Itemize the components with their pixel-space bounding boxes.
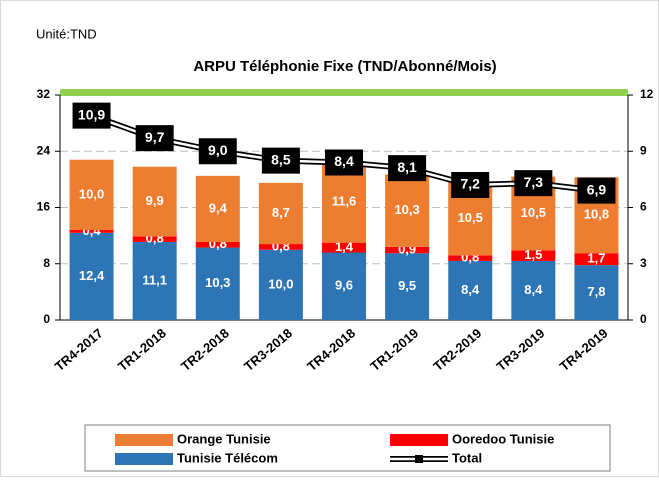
data-label: 8,4 — [524, 282, 543, 297]
y2-tick-label: 12 — [640, 87, 654, 101]
y2-tick-label: 3 — [640, 256, 647, 270]
data-label: 10,5 — [458, 210, 483, 225]
data-label: 9,6 — [335, 278, 353, 293]
bar-segment — [511, 250, 556, 261]
data-label: 1,7 — [587, 251, 605, 266]
legend-label: Tunisie Télécom — [177, 450, 278, 465]
y2-tick-label: 0 — [640, 312, 647, 326]
data-label: 1,4 — [335, 239, 354, 254]
data-label: 9,5 — [398, 278, 416, 293]
legend-swatch — [115, 453, 173, 465]
bar-segment — [385, 246, 430, 254]
data-label-box — [325, 149, 363, 176]
data-label: 9,4 — [209, 200, 228, 215]
data-label-box — [577, 177, 616, 204]
y-tick-label: 16 — [37, 200, 51, 214]
data-label: 11,1 — [142, 272, 167, 287]
data-label: 10,0 — [268, 276, 293, 291]
bar-segment — [385, 253, 430, 320]
data-label: 6,9 — [587, 181, 607, 197]
data-label: 10,0 — [79, 186, 104, 201]
y-tick-label: 0 — [43, 312, 50, 326]
bar-segment — [574, 253, 619, 266]
data-label: 8,4 — [461, 282, 480, 297]
data-label-box — [261, 147, 300, 174]
bar-segment — [132, 241, 177, 320]
data-label: 10,8 — [584, 207, 609, 222]
bar-segment — [69, 230, 114, 233]
data-label: 8,5 — [271, 151, 291, 167]
data-label-box — [514, 170, 553, 197]
data-label: 7,8 — [587, 284, 605, 299]
bar-segment — [132, 236, 177, 242]
bar-segment — [258, 182, 303, 245]
data-label-box — [388, 155, 427, 182]
data-label-box — [451, 172, 490, 198]
data-label: 10,3 — [205, 275, 230, 290]
data-label: 9,7 — [145, 129, 165, 145]
legend-label: Orange Tunisie — [177, 431, 271, 446]
bar-segment — [448, 255, 493, 261]
data-label: 8,1 — [397, 159, 417, 175]
bar-segment — [322, 252, 366, 320]
legend-swatch — [115, 434, 173, 446]
bar-segment — [195, 241, 240, 248]
data-label: 8,4 — [334, 153, 354, 169]
y-tick-label: 32 — [37, 87, 51, 101]
bar-segment — [69, 159, 114, 230]
plot-top-band — [60, 89, 628, 96]
data-label: 8,7 — [272, 205, 290, 220]
data-label-box — [198, 138, 237, 165]
bar-segment — [195, 175, 240, 242]
data-label: 11,6 — [332, 193, 357, 208]
y-tick-label: 8 — [43, 256, 50, 270]
data-label-box — [135, 125, 174, 152]
bar-segment — [322, 242, 366, 253]
data-label: 12,4 — [79, 268, 105, 283]
data-label: 7,3 — [524, 174, 544, 190]
legend-swatch — [390, 434, 448, 446]
chart-title: ARPU Téléphonie Fixe (TND/Abonné/Mois) — [193, 58, 496, 75]
data-label: 10,5 — [521, 205, 546, 220]
bar-segment — [195, 247, 240, 320]
bar-segment — [448, 260, 493, 320]
bar-segment — [258, 244, 303, 250]
bar-segment — [385, 174, 430, 247]
bar-segment — [69, 232, 114, 320]
legend-marker — [415, 455, 423, 463]
y2-tick-label: 6 — [640, 200, 647, 214]
unit-label: Unité:TND — [36, 26, 97, 41]
data-label-box — [72, 102, 111, 129]
data-label: 10,9 — [78, 106, 105, 122]
bar-segment — [132, 166, 177, 237]
data-label: 9,9 — [146, 193, 164, 208]
bar-segment — [258, 249, 303, 320]
legend-label: Ooredoo Tunisie — [452, 431, 554, 446]
data-label: 1,5 — [524, 247, 542, 262]
bar-segment — [574, 265, 619, 320]
data-label: 7,2 — [460, 176, 480, 192]
y2-tick-label: 9 — [640, 143, 647, 157]
bar-segment — [511, 260, 556, 320]
y-tick-label: 24 — [37, 143, 51, 157]
data-label: 10,3 — [394, 202, 419, 217]
legend-label: Total — [452, 450, 482, 465]
data-label: 9,0 — [208, 142, 228, 158]
